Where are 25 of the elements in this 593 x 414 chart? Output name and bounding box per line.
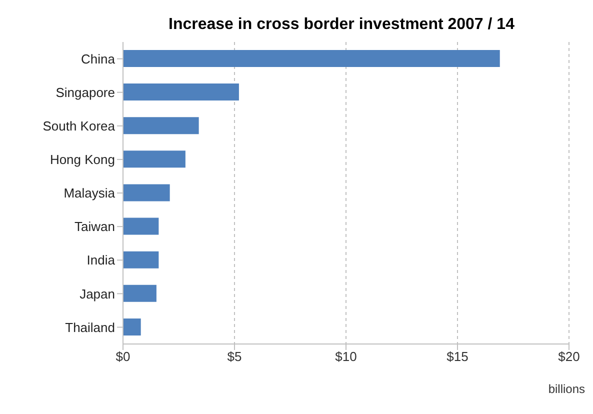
bar bbox=[123, 284, 156, 302]
x-tick-label: $5 bbox=[227, 349, 242, 364]
x-tick-label: $15 bbox=[446, 349, 468, 364]
bar bbox=[123, 84, 239, 101]
bar bbox=[123, 150, 186, 168]
x-tick-label: $0 bbox=[116, 349, 130, 364]
bar bbox=[123, 50, 500, 67]
bar bbox=[123, 117, 199, 134]
y-tick-label: India bbox=[86, 252, 116, 268]
x-tick-label: $20 bbox=[558, 349, 580, 364]
bar bbox=[123, 318, 141, 336]
y-tick-label: Japan bbox=[80, 286, 115, 302]
y-tick-label: Thailand bbox=[65, 320, 115, 335]
bar bbox=[123, 184, 170, 202]
x-axis-title: billions bbox=[548, 382, 585, 396]
chart-title: Increase in cross border investment 2007 / 14 bbox=[168, 15, 516, 34]
y-tick-label: Hong Kong bbox=[50, 152, 115, 168]
y-tick-label: South Korea bbox=[42, 118, 116, 134]
x-tick-label: $10 bbox=[335, 349, 357, 364]
y-tick-label: China bbox=[81, 51, 116, 66]
y-tick-label: Singapore bbox=[56, 84, 115, 100]
y-tick-label: Malaysia bbox=[64, 186, 116, 201]
y-tick-label: Taiwan bbox=[74, 219, 115, 234]
bar bbox=[123, 251, 159, 268]
bar bbox=[123, 218, 159, 235]
